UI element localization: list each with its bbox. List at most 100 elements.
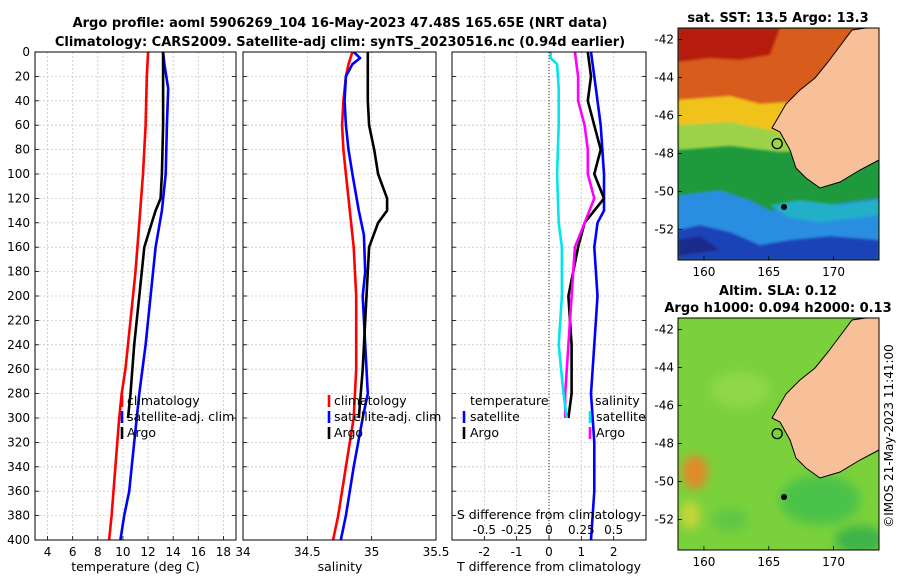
temperature-grid [35,52,236,540]
xtick-label: 8 [94,545,102,559]
xtick-label: 0 [545,545,553,559]
ytick-label: 400 [7,533,30,547]
legend-label: satellite-adj. clim [127,409,234,424]
ytick-label: 360 [7,484,30,498]
xtick-label: 34 [235,545,250,559]
ytick-label: 80 [15,143,30,157]
map-xtick-label: 170 [822,265,845,279]
legend-label: climatology [127,393,200,408]
xtick-label: 35.5 [423,545,450,559]
map-xtick-label: 165 [757,555,780,569]
map-ytick-label: -46 [654,108,674,122]
series-line-0 [107,52,150,540]
xtick-label: 1 [578,545,586,559]
xtick-label: 10 [115,545,130,559]
sla-map-subtitle: Argo h1000: 0.094 h2000: 0.13 [664,301,891,316]
s-tick-label: 0 [545,523,553,537]
ytick-label: 20 [15,69,30,83]
xtick-label: 16 [191,545,206,559]
difference-ticks: -2 -1 0 1 2 -0.5 -0.25 0 0.25 0.5 [452,51,646,559]
ytick-label: 380 [7,509,30,523]
sla-map-title: Altim. SLA: 0.12 [719,284,837,299]
legend-label: satellite-adj. clim [334,409,441,424]
chart-title-line2: Climatology: CARS2009. Satellite-adj cli… [55,35,625,50]
sla-map-ticks: 160 165 170 -42 -44 -46 -48 -50 -52 [654,322,845,569]
map-ytick-label: -44 [654,360,674,374]
series-line-1 [567,52,606,419]
legend-title-temperature: temperature [470,393,549,408]
sla-map-frame [677,317,880,551]
series-line-1 [119,52,170,540]
series-line-2 [563,52,596,418]
sst-temperature-field [678,28,879,260]
salinity-grid [243,52,436,540]
ytick-label: 260 [7,362,30,376]
xtick-label: 14 [166,545,181,559]
s-difference-label: S difference from climatology [457,507,642,522]
legend-label: Argo [334,425,363,440]
legend-label: satellite [470,409,520,424]
sla-argo-marker [771,427,783,440]
map-ytick-label: -48 [654,437,674,451]
legend-label: climatology [334,393,407,408]
xtick-label: 34.5 [294,545,321,559]
temperature-panel: 0 20 40 60 80 100 120 140 160 180 200 220 240 260 280 3… [7,45,237,574]
t-difference-xlabel: T difference from climatology [456,559,642,574]
map-xtick-label: 170 [822,555,845,569]
ytick-label: 320 [7,435,30,449]
temperature-lines [107,52,170,540]
legend-label: Argo [127,425,156,440]
sst-stewart-island [781,204,787,210]
sst-map: sat. SST: 13.5 Argo: 13.3 160 165 170 -42 -4… [654,11,880,279]
salinity-lines [331,52,389,540]
sst-argo-marker [771,137,783,150]
legend-label: Argo [596,425,625,440]
ytick-label: 100 [7,167,30,181]
chart-title-line1: Argo profile: aoml 5906269_104 16-May-20… [73,16,608,31]
ytick-label: 300 [7,411,30,425]
ytick-label: 280 [7,387,30,401]
ytick-label: 40 [15,94,30,108]
map-ytick-label: -52 [654,223,674,237]
xtick-label: 35 [364,545,379,559]
series-line-0 [589,52,606,540]
salinity-ticks: 34 34.5 35 35.5 [235,51,450,559]
map-ytick-label: -50 [654,185,674,199]
ytick-label: 240 [7,338,30,352]
map-ytick-label: -52 [654,513,674,527]
ytick-label: 340 [7,460,30,474]
sla-map: Altim. SLA: 0.12 Argo h1000: 0.094 h2000… [654,284,891,569]
map-ytick-label: -42 [654,322,674,336]
ytick-label: 220 [7,313,30,327]
temperature-xlabel: temperature (deg C) [71,559,200,574]
ytick-label: 160 [7,240,30,254]
sla-land-south-island [771,318,879,479]
map-ytick-label: -50 [654,475,674,489]
xtick-label: -1 [511,545,523,559]
legend-label: satellite [596,409,646,424]
map-xtick-label: 160 [692,555,715,569]
ytick-label: 0 [22,45,30,59]
map-xtick-label: 160 [692,265,715,279]
series-line-3 [549,52,569,419]
xtick-label: 12 [140,545,155,559]
xtick-label: 2 [610,545,618,559]
series-line-2 [357,52,389,419]
sst-map-frame [677,27,880,261]
xtick-label: 18 [216,545,231,559]
legend-title-salinity: salinity [595,393,640,408]
map-ytick-label: -42 [654,32,674,46]
sst-map-ticks: 160 165 170 -42 -44 -46 -48 -50 -52 [654,32,845,279]
sst-map-title: sat. SST: 13.5 Argo: 13.3 [687,11,868,26]
ytick-label: 180 [7,265,30,279]
ytick-label: 60 [15,118,30,132]
s-tick-label: 0.5 [604,523,623,537]
map-ytick-label: -44 [654,70,674,84]
series-line-2 [126,52,165,419]
ytick-label: 120 [7,191,30,205]
legend-label: Argo [470,425,499,440]
